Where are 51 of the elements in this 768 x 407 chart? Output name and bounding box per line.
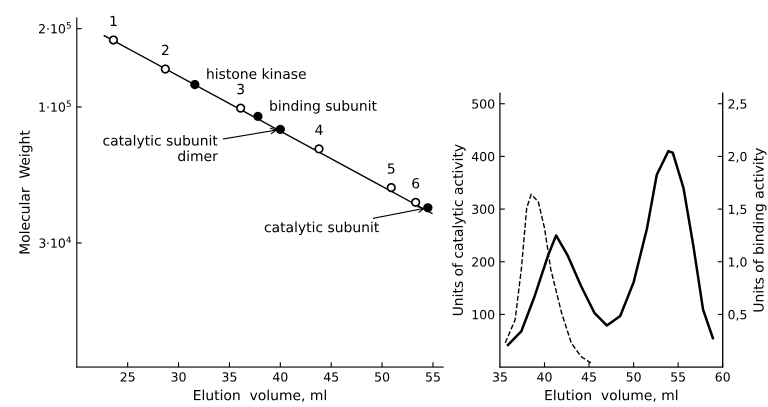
- annotation: 4: [315, 124, 323, 135]
- x-axis-title: Elution volume, ml: [545, 390, 678, 402]
- x-tick-label: 35: [492, 372, 507, 382]
- y-tick-label: 2·10$^{5}$: [38, 22, 71, 34]
- point: [276, 124, 285, 134]
- y-tick-label: 400: [472, 152, 494, 162]
- point: [423, 203, 433, 212]
- x-axis-title: Elution volume, ml: [194, 390, 326, 402]
- y-axis-title: Molecular Weight: [19, 130, 33, 254]
- y-tick-label: 300: [472, 204, 494, 214]
- x-tick-label: 30: [172, 372, 186, 382]
- x-tick-label: 45: [582, 372, 596, 382]
- y2-tick-label: 1,0: [728, 257, 747, 268]
- x-tick-label: 55: [671, 372, 686, 382]
- annotation: 5: [388, 163, 394, 174]
- annotation: 6: [412, 178, 420, 189]
- x-tick-label: 25: [120, 372, 135, 382]
- annotation: histone kinase: [207, 68, 306, 80]
- annotation: 3: [237, 84, 244, 94]
- point: [314, 144, 324, 154]
- point: [108, 35, 118, 45]
- x-tick-label: 40: [537, 372, 552, 382]
- x-tick-label: 55: [426, 372, 440, 382]
- y2-tick-label: 1,5: [728, 204, 746, 216]
- annotation: catalytic subunit: [264, 222, 379, 236]
- y2-tick-label: 2,5: [728, 99, 746, 110]
- point: [253, 112, 263, 122]
- annotation: 2: [162, 44, 168, 55]
- x-tick-label: 50: [626, 372, 641, 382]
- y-tick-label: 100: [472, 310, 494, 320]
- y-tick-label: 500: [472, 99, 494, 109]
- y-axis-title: Units of catalytic activity: [452, 144, 466, 316]
- point: [160, 64, 170, 74]
- x-tick-label: 60: [716, 372, 730, 382]
- point: [190, 80, 200, 90]
- y-tick-label: 3·10$^{4}$: [39, 236, 72, 248]
- point: [411, 198, 420, 207]
- y-tick-label: 200: [472, 257, 494, 267]
- y2-tick-label: 2,0: [728, 152, 747, 163]
- point: [236, 103, 246, 113]
- annotation: binding subunit: [270, 100, 377, 114]
- x-tick-label: 40: [272, 372, 288, 382]
- x-tick-label: 45: [324, 372, 338, 382]
- y2-tick-label: 0,5: [728, 310, 746, 321]
- y2-axis-title: Units of binding activity: [752, 148, 766, 312]
- annotation: 1: [110, 16, 117, 26]
- y-tick-label: 1·10$^{5}$: [39, 100, 71, 112]
- point: [386, 182, 396, 192]
- annotation: catalytic subunit dimer: [103, 134, 218, 162]
- x-tick-label: 35: [222, 372, 236, 382]
- x-tick-label: 50: [375, 372, 390, 382]
